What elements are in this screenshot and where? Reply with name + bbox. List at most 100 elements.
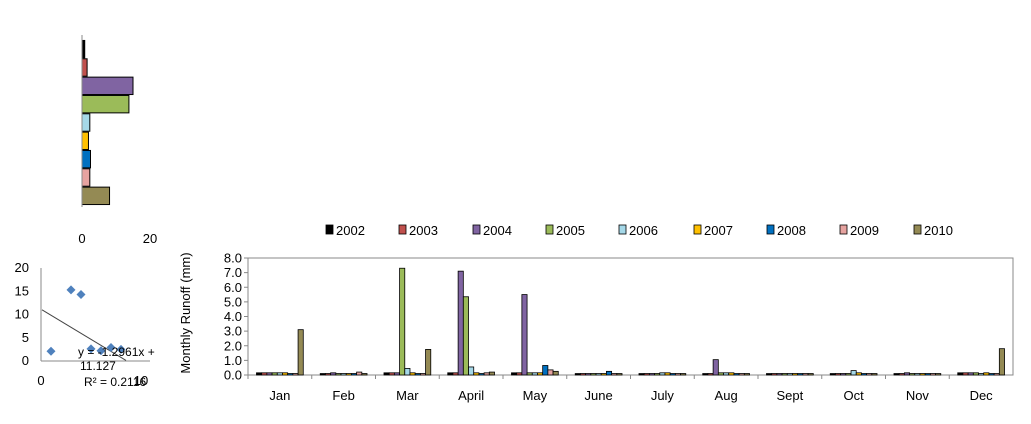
bar-2006-July (659, 372, 666, 376)
bar-2004-Sept (776, 373, 783, 376)
bar-2007-Feb (345, 373, 352, 376)
bar-2009-Jan (292, 373, 299, 376)
bar-2009-April (483, 372, 490, 376)
scatter-y-tick-label: 10 (15, 307, 29, 322)
bar-2010-Jan (297, 329, 304, 376)
bar-2002-Sept (766, 373, 773, 376)
bar-2004 (81, 76, 134, 96)
bar-2002-June (574, 373, 581, 376)
legend-label-2003: 2003 (409, 223, 438, 238)
bar-2008 (81, 149, 91, 169)
bar-2003-Oct (835, 373, 842, 376)
bar-2003-June (580, 373, 587, 376)
scatter-point (96, 346, 106, 356)
x-tick-label-April: April (458, 388, 484, 403)
bar-2007 (81, 131, 89, 151)
legend-label-2008: 2008 (777, 223, 806, 238)
bar-2008-July (669, 373, 676, 376)
y-axis-label: Monthly Runoff (mm) (178, 252, 193, 373)
x-tick-label-May: May (523, 388, 548, 403)
trendline-equation-line-2: 11.127 (80, 359, 116, 373)
scatter-y-tick-label: 5 (22, 330, 29, 345)
r-squared-label: R² = 0.2116 (84, 375, 146, 389)
bar-2003-Sept (771, 373, 778, 376)
bar-2009-Oct (866, 373, 873, 376)
bar-2008-Feb (351, 373, 358, 376)
bar-2005-May (526, 372, 533, 376)
scatter-point (76, 290, 86, 300)
legend-label-2002: 2002 (336, 223, 365, 238)
legend-swatch-2009 (839, 224, 848, 235)
bar-2008-Nov (924, 373, 931, 376)
bar-2002-Nov (893, 373, 900, 376)
bar-2005-Nov (909, 373, 916, 376)
x-tick-label-Jan: Jan (269, 388, 290, 403)
bar-2009-June (611, 373, 618, 376)
legend-swatch-2003 (398, 224, 407, 235)
bar-2002-April (447, 372, 454, 376)
scatter-point (116, 344, 126, 354)
bar-2007-Nov (919, 373, 926, 376)
y-tick-label: 7.0 (224, 265, 242, 280)
bar-2007-Oct (855, 372, 862, 376)
bar-2004-Dec (967, 372, 974, 376)
bar-2007-Mar (409, 372, 416, 376)
legend-label-2004: 2004 (483, 223, 512, 238)
y-tick-label: 1.0 (224, 353, 242, 368)
scatter-point (106, 343, 116, 353)
bar-2003-Mar (388, 372, 395, 376)
y-tick-label: 0.0 (224, 368, 242, 383)
scatter-y-tick-label: 15 (15, 283, 29, 298)
horizontal-bar-chart: 0 20 (78, 35, 157, 246)
x-tick-label-July: July (651, 388, 675, 403)
bar-2002-July (638, 373, 645, 376)
legend-swatch-2005 (545, 224, 554, 235)
bar-2006-May (531, 372, 538, 376)
bar-2006-Dec (978, 373, 985, 376)
trendline (41, 309, 127, 361)
bar-2008-May (542, 365, 549, 376)
bar-2010-Sept (807, 373, 814, 376)
bar-2009-May (547, 369, 554, 376)
legend-swatch-2010 (913, 224, 922, 235)
bar-2002-Oct (829, 373, 836, 376)
bar-2009-July (674, 373, 681, 376)
y-tick-label: 2.0 (224, 338, 242, 353)
bar-2010-April (488, 371, 495, 376)
bar-2004-Oct (840, 373, 847, 376)
scatter-x-tick-label: 10 (134, 373, 148, 388)
x-tick-label-Dec: Dec (970, 388, 994, 403)
bar-2002-Jan (256, 372, 263, 376)
bar-2002-Aug (702, 373, 709, 376)
x-tick-label-Aug: Aug (715, 388, 738, 403)
bar-2005-Mar (399, 267, 406, 376)
hbar-x-tick-label: 20 (143, 231, 157, 246)
bar-2006-Nov (914, 373, 921, 376)
trendline-equation-line-1: y = -1.2961x + (78, 345, 155, 359)
x-tick-label-Sept: Sept (777, 388, 804, 403)
bar-2005-Sept (781, 373, 788, 376)
bar-2003-Jan (261, 372, 268, 376)
bar-2002-Mar (383, 372, 390, 376)
bar-2009-Feb (356, 371, 363, 376)
bar-2004-Nov (903, 372, 910, 376)
bar-2003-Aug (707, 373, 714, 376)
bar-2005-Oct (845, 373, 852, 376)
legend-swatch-2004 (472, 224, 481, 235)
bar-2007-July (664, 372, 671, 376)
bar-2003-Nov (898, 373, 905, 376)
bar-2010-Feb (361, 373, 368, 376)
y-tick-label: 4.0 (224, 309, 242, 324)
hbar-x-tick-label: 0 (78, 231, 85, 246)
scatter-point (46, 346, 56, 356)
bar-2009-Nov (929, 373, 936, 376)
bar-2005-April (462, 296, 469, 376)
bar-2008-Mar (414, 373, 421, 376)
bar-2007-June (600, 373, 607, 376)
bar-2010 (81, 186, 111, 206)
legend-swatch-2006 (618, 224, 627, 235)
monthly-runoff-chart: 0.01.02.03.04.05.06.07.08.0 Monthly Runof… (178, 223, 1014, 403)
bar-2005-Aug (717, 372, 724, 376)
bar-2006-Aug (723, 372, 730, 376)
bar-2006-Feb (340, 373, 347, 376)
